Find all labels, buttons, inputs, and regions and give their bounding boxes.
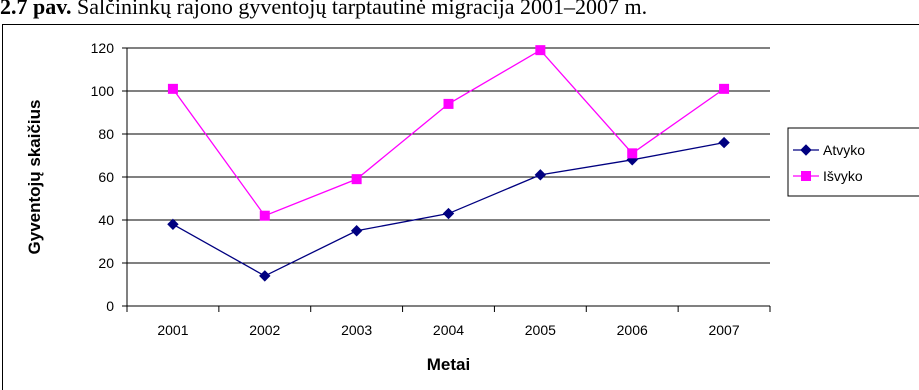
x-tick-label: 2002	[249, 322, 280, 338]
legend-box	[787, 127, 919, 197]
caption-number: 2.7 pav.	[0, 0, 72, 19]
legend-label: Išvyko	[823, 168, 863, 184]
legend-swatch-marker	[800, 144, 812, 156]
data-point	[167, 218, 179, 231]
y-axis-title: Gyventojų skaičius	[25, 100, 44, 255]
data-point	[350, 225, 363, 237]
x-tick-label: 2005	[525, 322, 556, 338]
legend-item: Išvyko	[793, 168, 863, 184]
x-tick-label: 2003	[341, 322, 372, 338]
y-tick-labels: 0 20 40 60 80 100 120	[91, 40, 115, 314]
data-point	[718, 136, 730, 149]
data-point	[259, 270, 271, 282]
series-išvyko	[167, 45, 730, 221]
figure-caption: 2.7 pav. Šalčininkų rajono gyventojų tar…	[0, 0, 919, 20]
data-point	[351, 174, 362, 185]
series-atvyko	[167, 136, 730, 282]
data-point	[259, 210, 270, 221]
legend: Atvyko Išvyko	[787, 127, 919, 197]
axes	[122, 47, 771, 312]
y-tick-label: 120	[91, 40, 115, 56]
x-axis-title: Metai	[427, 355, 470, 374]
x-tick-label: 2004	[433, 322, 464, 338]
x-tick-label: 2006	[617, 322, 648, 338]
gridlines	[127, 47, 770, 264]
series-group	[167, 45, 730, 282]
data-point	[167, 83, 178, 94]
data-point	[443, 98, 454, 109]
y-tick-label: 80	[98, 126, 114, 142]
data-point	[534, 169, 547, 181]
x-tick-label: 2001	[157, 322, 188, 338]
y-tick-label: 60	[98, 169, 114, 185]
y-tick-label: 20	[98, 255, 114, 271]
legend-swatch-marker	[801, 171, 811, 181]
y-tick-label: 0	[106, 298, 114, 314]
x-tick-labels: 2001 2002 2003 2004 2005 2006 2007	[157, 322, 740, 338]
data-point	[535, 45, 546, 56]
caption-text: Šalčininkų rajono gyventojų tarptautinė …	[77, 0, 648, 19]
y-tick-label: 100	[91, 83, 115, 99]
legend-label: Atvyko	[823, 142, 865, 158]
legend-item: Atvyko	[793, 142, 865, 158]
series-line	[172, 49, 725, 217]
data-point	[442, 207, 455, 220]
data-point	[719, 83, 730, 94]
chart-frame	[2, 24, 919, 390]
y-tick-label: 40	[98, 212, 114, 228]
x-tick-label: 2007	[708, 322, 739, 338]
data-point	[627, 148, 638, 159]
